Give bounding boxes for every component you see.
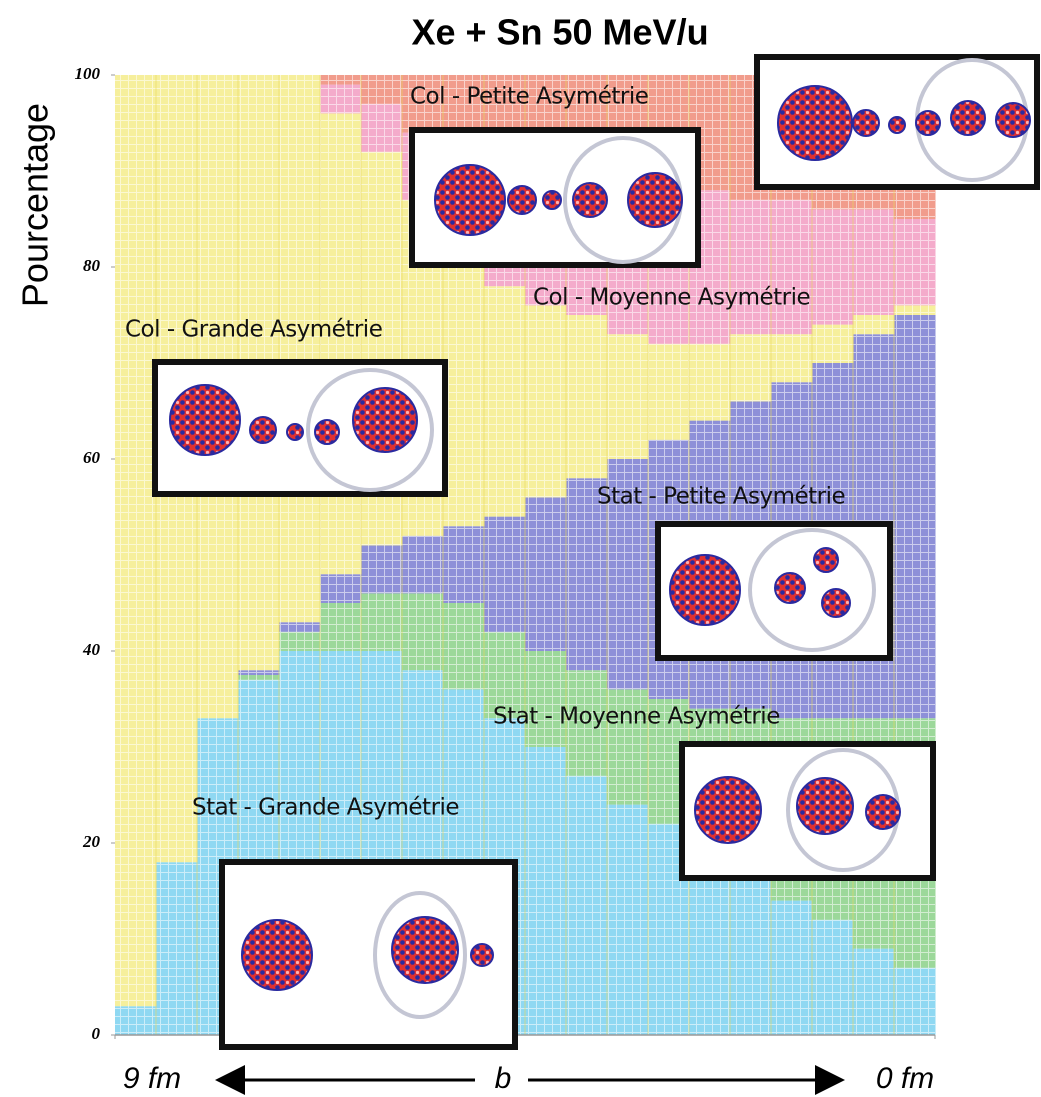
y-tick-label: 80 — [83, 256, 101, 275]
nucleus — [950, 100, 986, 136]
nucleus — [865, 794, 901, 830]
nucleus — [821, 588, 851, 618]
inset — [754, 54, 1040, 190]
source-outline — [306, 368, 434, 492]
nucleus — [352, 387, 418, 453]
inset — [152, 359, 448, 497]
y-tick-label: 20 — [82, 832, 101, 851]
nucleus — [915, 110, 941, 136]
nucleus — [852, 109, 880, 137]
nucleus — [391, 916, 459, 984]
x-axis-label: b — [495, 1062, 512, 1095]
nucleus — [774, 572, 806, 604]
nucleus — [286, 423, 304, 441]
nucleus — [314, 419, 340, 445]
series-label: Stat - Moyenne Asymétrie — [493, 704, 780, 730]
nucleus — [434, 164, 506, 236]
y-tick-label: 100 — [75, 64, 101, 83]
series-label: Stat - Petite Asymétrie — [597, 484, 845, 510]
nucleus — [669, 554, 741, 626]
y-tick-label: 60 — [83, 448, 101, 467]
nucleus — [796, 777, 854, 835]
nucleus — [995, 102, 1031, 138]
nucleus — [249, 416, 277, 444]
series-label: Col - Moyenne Asymétrie — [533, 285, 810, 311]
nucleus — [627, 172, 683, 228]
nucleus — [888, 116, 906, 134]
inset — [679, 741, 936, 881]
y-tick-label: 40 — [82, 640, 101, 659]
inset — [409, 127, 701, 268]
nucleus — [542, 190, 562, 210]
inset — [655, 521, 893, 661]
source-outline — [748, 528, 876, 652]
y-axis-label: Pourcentage — [15, 103, 56, 307]
nucleus — [241, 919, 313, 991]
series-label: Stat - Grande Asymétrie — [192, 795, 459, 821]
nucleus — [813, 547, 839, 573]
nucleus — [694, 776, 762, 844]
inset — [219, 859, 518, 1050]
nucleus — [777, 85, 853, 161]
nucleus — [470, 943, 494, 967]
source-outline — [373, 891, 467, 1019]
x-tick-label: 0 fm — [876, 1062, 934, 1095]
series-label: Col - Petite Asymétrie — [410, 84, 648, 110]
x-tick-label: 9 fm — [123, 1062, 181, 1095]
chart-title: Xe + Sn 50 MeV/u — [411, 12, 708, 53]
nucleus — [507, 185, 537, 215]
y-tick-label: 0 — [92, 1024, 101, 1043]
series-label: Col - Grande Asymétrie — [125, 317, 382, 343]
nucleus — [572, 182, 608, 218]
insets — [152, 54, 1040, 1050]
nucleus — [169, 384, 241, 456]
